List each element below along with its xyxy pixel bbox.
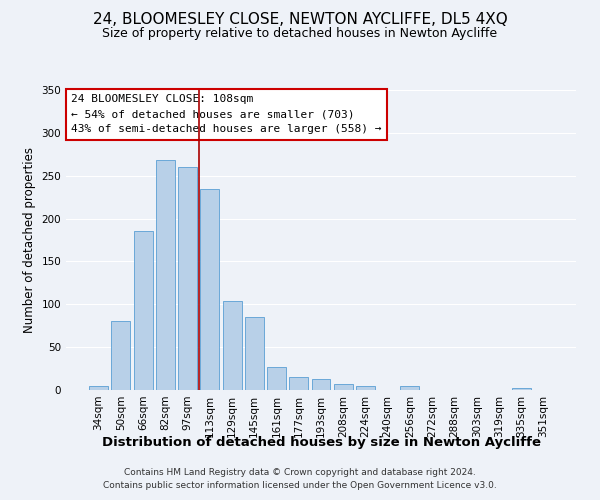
Bar xyxy=(356,386,375,390)
Bar xyxy=(311,379,331,390)
Bar xyxy=(289,377,308,390)
Bar xyxy=(200,190,219,390)
Bar xyxy=(178,167,197,390)
Bar xyxy=(400,386,419,390)
Text: 24, BLOOMESLEY CLOSE, NEWTON AYCLIFFE, DL5 4XQ: 24, BLOOMESLEY CLOSE, NEWTON AYCLIFFE, D… xyxy=(92,12,508,28)
Text: Distribution of detached houses by size in Newton Aycliffe: Distribution of detached houses by size … xyxy=(101,436,541,449)
Text: Contains public sector information licensed under the Open Government Licence v3: Contains public sector information licen… xyxy=(103,480,497,490)
Y-axis label: Number of detached properties: Number of detached properties xyxy=(23,147,36,333)
Bar xyxy=(245,317,264,390)
Bar xyxy=(223,301,242,390)
Bar xyxy=(267,367,286,390)
Bar xyxy=(112,320,130,390)
Text: Size of property relative to detached houses in Newton Aycliffe: Size of property relative to detached ho… xyxy=(103,28,497,40)
Bar xyxy=(156,160,175,390)
Text: 24 BLOOMESLEY CLOSE: 108sqm
← 54% of detached houses are smaller (703)
43% of se: 24 BLOOMESLEY CLOSE: 108sqm ← 54% of det… xyxy=(71,94,382,134)
Bar xyxy=(512,388,530,390)
Bar xyxy=(134,232,152,390)
Bar xyxy=(89,386,108,390)
Text: Contains HM Land Registry data © Crown copyright and database right 2024.: Contains HM Land Registry data © Crown c… xyxy=(124,468,476,477)
Bar xyxy=(334,384,353,390)
